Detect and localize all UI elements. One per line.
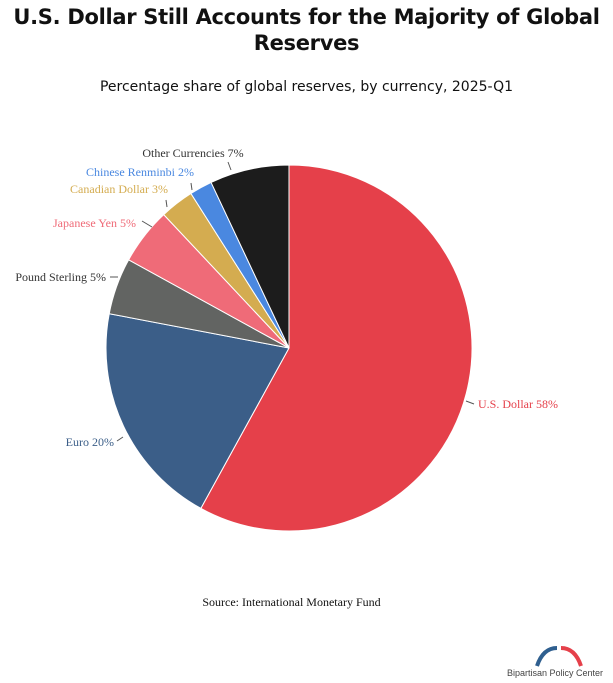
source-note: Source: International Monetary Fund — [202, 595, 381, 609]
leader-line — [227, 161, 232, 171]
slice-label: Chinese Renminbi 2% — [86, 165, 194, 179]
slice-label: Japanese Yen 5% — [53, 216, 136, 230]
slice-label: Other Currencies 7% — [142, 146, 243, 160]
leader-line — [465, 400, 475, 405]
chart-title: U.S. Dollar Still Accounts for the Major… — [13, 5, 600, 55]
slice-label: Pound Sterling 5% — [15, 270, 106, 284]
logo-arch-icon — [535, 646, 583, 667]
pie-slice-u-s-dollar — [200, 164, 473, 532]
chart-subtitle: Percentage share of global reserves, by … — [99, 79, 513, 95]
slice-label: Canadian Dollar 3% — [70, 182, 168, 196]
leader-line — [165, 199, 168, 208]
pie-slice-other-currencies — [210, 164, 290, 349]
logo-text: Bipartisan Policy Center — [506, 668, 604, 678]
leader-line — [116, 436, 124, 442]
slice-label: Euro 20% — [66, 435, 114, 449]
slice-label: U.S. Dollar 58% — [478, 397, 558, 411]
leader-line — [190, 182, 193, 191]
pie-slice-euro — [105, 313, 290, 510]
leader-line — [141, 220, 153, 228]
bpc-logo: Bipartisan Policy Center — [505, 644, 605, 680]
